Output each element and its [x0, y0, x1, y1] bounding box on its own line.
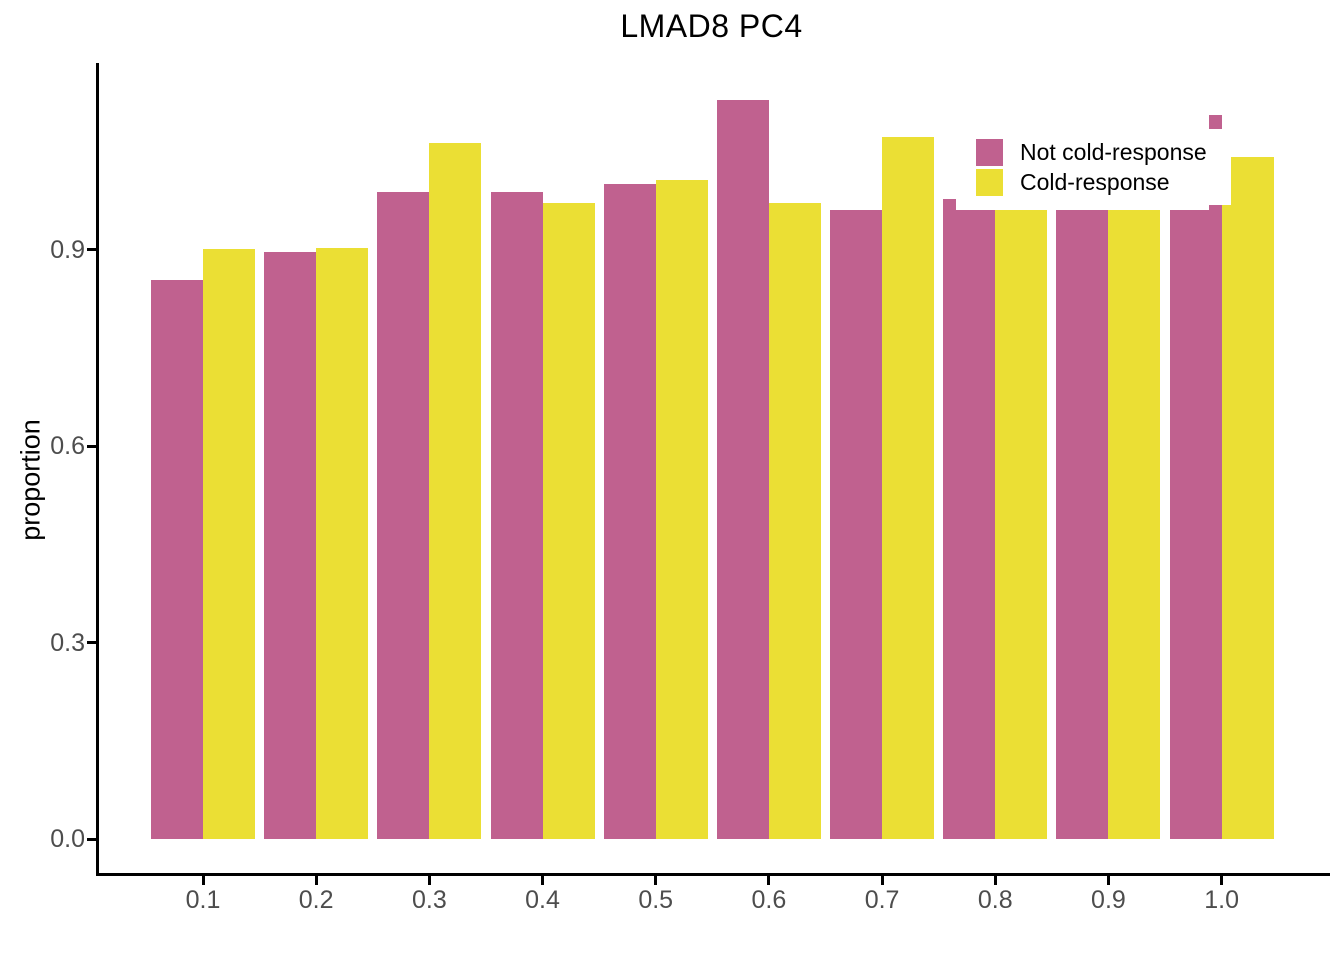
x-axis-tick-label: 0.8: [977, 886, 1013, 914]
bar-cold-response-x0.2: [316, 247, 369, 839]
bar-not-cold-response-x0.5: [603, 183, 656, 839]
x-axis-tick-label: 0.1: [185, 886, 221, 914]
x-axis-tick-label: 0.2: [298, 886, 334, 914]
x-axis-tick: [880, 876, 884, 885]
bar-spike-x0.8: [943, 199, 957, 839]
bar-not-cold-response-x0.6: [716, 100, 769, 839]
x-axis-tick: [541, 876, 545, 885]
x-axis-tick-label: 0.7: [864, 886, 900, 914]
x-axis-tick-label: 0.6: [751, 886, 787, 914]
x-axis-tick: [1220, 876, 1224, 885]
y-axis-tick-label: 0.9: [50, 235, 85, 264]
legend-swatch-icon: [976, 168, 1003, 196]
legend-item: Cold-response: [976, 167, 1207, 197]
bar-spike-x1.0: [1208, 115, 1222, 839]
bar-cold-response-x0.7: [882, 137, 935, 839]
x-axis-tick: [767, 876, 771, 885]
bar-cold-response-x0.8: [995, 210, 1048, 839]
y-axis-tick-label: 0.6: [50, 432, 85, 461]
y-axis-tick: [87, 248, 96, 252]
bar-not-cold-response-x0.9: [1056, 210, 1109, 839]
x-axis-tick: [201, 876, 205, 885]
y-axis-tick: [87, 641, 96, 645]
legend: Not cold-response Cold-response: [959, 129, 1231, 205]
chart-title: LMAD8 PC4: [620, 8, 803, 44]
x-axis-tick-label: 1.0: [1204, 886, 1239, 914]
x-axis-tick: [993, 876, 997, 885]
legend-label: Not cold-response: [1020, 138, 1207, 165]
legend-item: Not cold-response: [976, 137, 1207, 167]
legend-swatch-icon: [976, 138, 1003, 166]
bar-not-cold-response-x0.4: [490, 192, 543, 839]
bar-cold-response-x0.4: [542, 202, 595, 839]
x-axis-tick-label: 0.5: [638, 886, 674, 914]
x-axis-tick-label: 0.3: [411, 886, 447, 914]
bar-not-cold-response-x0.3: [377, 192, 430, 839]
x-axis-tick: [427, 876, 431, 885]
y-axis-tick: [87, 837, 96, 841]
y-axis-tick-label: 0.0: [50, 825, 85, 853]
y-axis-tick: [87, 444, 96, 448]
bar-cold-response-x0.5: [655, 179, 708, 839]
x-axis-tick: [654, 876, 658, 885]
x-axis-tick-label: 0.9: [1091, 886, 1126, 914]
x-axis-tick: [314, 876, 318, 885]
bar-cold-response-x0.3: [429, 142, 482, 839]
bar-cold-response-x0.6: [768, 202, 821, 839]
bar-not-cold-response-x0.2: [264, 251, 317, 839]
legend-label: Cold-response: [1020, 168, 1170, 195]
x-axis-tick: [1106, 876, 1110, 885]
bar-cold-response-x0.1: [203, 249, 255, 839]
bar-cold-response-x1.0: [1221, 157, 1274, 839]
y-axis-tick-label: 0.3: [50, 628, 85, 657]
bar-not-cold-response-x0.1: [151, 279, 203, 839]
bar-not-cold-response-x0.7: [830, 210, 883, 839]
plot-panel: [96, 63, 1330, 876]
bar-cold-response-x0.9: [1108, 210, 1161, 839]
x-axis-tick-label: 0.4: [525, 886, 560, 914]
